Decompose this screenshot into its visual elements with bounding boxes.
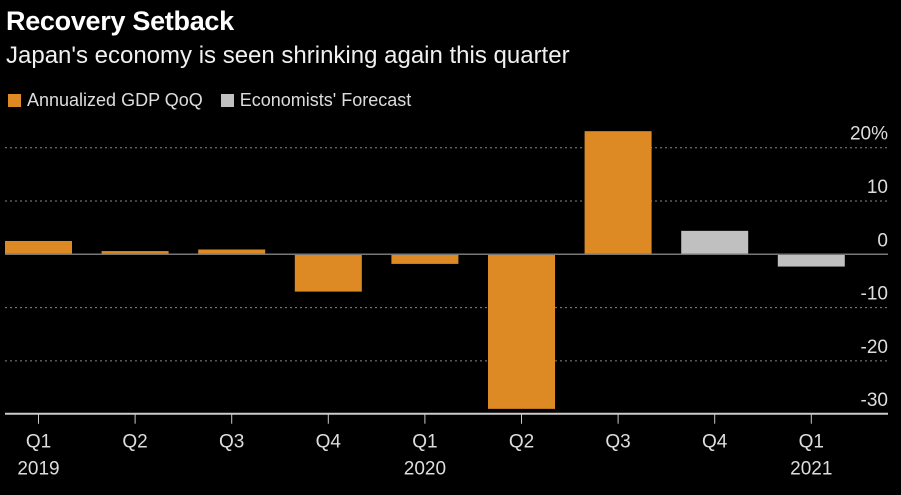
- legend-label-gdp: Annualized GDP QoQ: [27, 90, 203, 110]
- x-tick-label: Q1: [26, 432, 51, 453]
- x-tick-label: Q1: [412, 432, 437, 453]
- legend-item-gdp: Annualized GDP QoQ: [8, 90, 203, 111]
- y-tick-label: -10: [861, 284, 888, 305]
- bar: [488, 254, 555, 409]
- bar: [777, 254, 845, 267]
- bar: [101, 251, 169, 255]
- x-year-label: 2019: [17, 459, 59, 480]
- y-tick-label: 10: [867, 177, 888, 198]
- x-tick-label: Q2: [122, 432, 147, 453]
- legend-swatch-forecast: [220, 94, 234, 107]
- chart-title: Recovery Setback: [6, 6, 234, 36]
- chart-subtitle: Japan's economy is seen shrinking again …: [6, 42, 570, 69]
- legend-item-forecast: Economists' Forecast: [220, 90, 412, 111]
- x-tick-label: Q2: [509, 432, 534, 453]
- x-tick-label: Q1: [799, 432, 824, 453]
- x-tick-label: Q4: [702, 432, 728, 453]
- legend: Annualized GDP QoQ Economists' Forecast: [8, 90, 411, 111]
- bar: [584, 131, 652, 255]
- legend-label-forecast: Economists' Forecast: [239, 90, 412, 110]
- bar: [294, 254, 362, 292]
- y-tick-label: -30: [861, 390, 888, 411]
- x-tick-label: Q4: [316, 432, 342, 453]
- x-year-label: 2020: [404, 459, 446, 480]
- bar: [198, 249, 266, 255]
- y-tick-label: -20: [861, 337, 888, 358]
- x-year-label: 2021: [790, 459, 832, 480]
- bar: [681, 230, 749, 255]
- y-tick-label: 0: [877, 230, 888, 251]
- bar: [391, 254, 459, 264]
- y-tick-label: 20%: [850, 124, 888, 145]
- legend-swatch-gdp: [8, 94, 21, 107]
- bar: [5, 240, 72, 255]
- x-tick-label: Q3: [605, 432, 630, 453]
- x-tick-label: Q3: [219, 432, 244, 453]
